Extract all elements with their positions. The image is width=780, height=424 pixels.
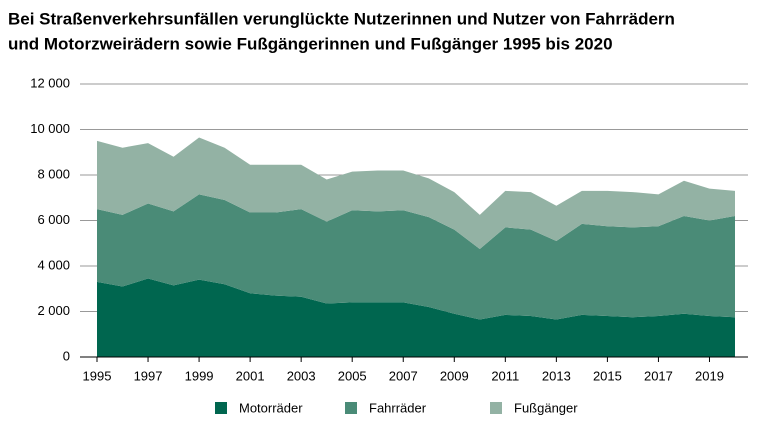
y-tick-label: 2 000 [37,303,70,318]
x-tick-label: 2015 [593,368,622,383]
x-tick-label: 2001 [236,368,265,383]
x-tick-label: 2011 [491,368,519,383]
chart-title: Bei Straßenverkehrsunfällen verunglückte… [8,9,675,28]
x-tick-label: 2017 [644,368,673,383]
legend-label: Fahrräder [369,400,427,415]
y-tick-label: 4 000 [37,257,70,272]
x-tick-label: 2003 [287,368,316,383]
legend-swatch [215,402,227,414]
area [97,137,735,249]
x-tick-label: 1999 [185,368,214,383]
y-tick-label: 10 000 [30,121,70,136]
x-tick-label: 2005 [338,368,367,383]
chart-title: und Motorzweirädern sowie Fußgängerinnen… [8,34,613,53]
x-tick-label: 2019 [695,368,724,383]
y-tick-label: 6 000 [37,212,70,227]
legend-swatch [345,402,357,414]
x-tick-label: 1995 [83,368,112,383]
area [97,194,735,320]
x-tick-label: 2013 [542,368,571,383]
legend-label: Motorräder [239,400,303,415]
legend-label: Fußgänger [514,400,578,415]
y-tick-label: 12 000 [30,75,70,90]
y-tick-label: 8 000 [37,166,70,181]
y-tick-label: 0 [63,348,70,363]
x-tick-label: 2007 [389,368,418,383]
legend-swatch [490,402,502,414]
area [97,278,735,357]
x-tick-label: 2009 [440,368,469,383]
x-tick-label: 1997 [134,368,163,383]
